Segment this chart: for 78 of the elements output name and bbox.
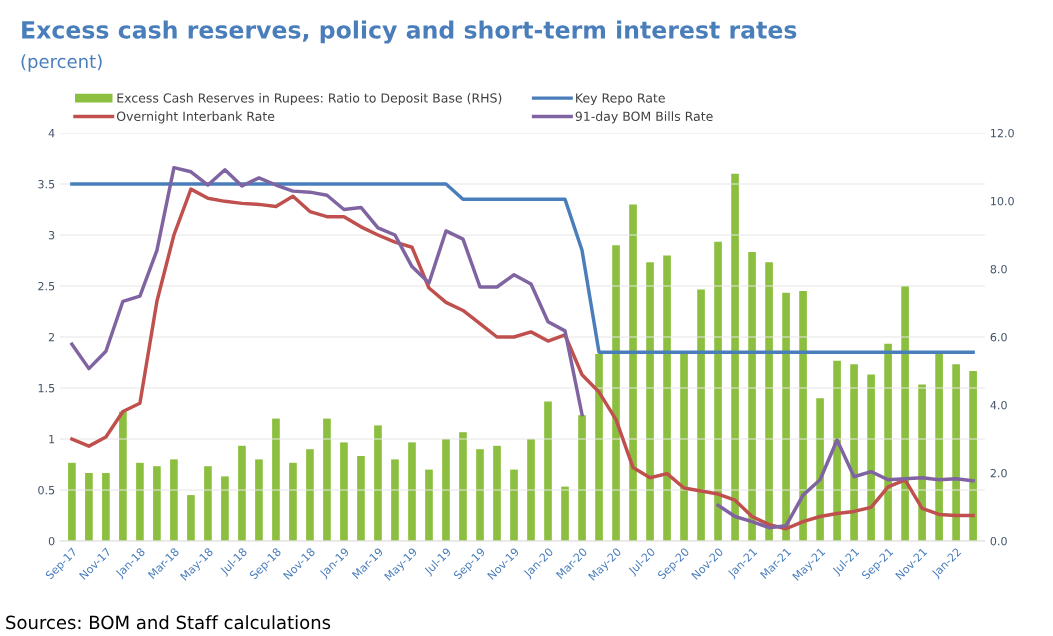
y2-tick-label: 0.0 [990,536,1007,546]
bar [238,445,246,541]
bar [918,384,926,541]
y-tick-label: 0.5 [38,485,55,495]
line-series [70,182,975,355]
bar [714,241,722,541]
bar [221,476,229,541]
y2-tick-label: 6.0 [990,332,1007,342]
bar [884,343,892,541]
bar [850,364,858,541]
bar [527,439,535,541]
source-note: Sources: BOM and Staff calculations [6,615,331,630]
bar [340,442,348,541]
y-tick-label: 3.5 [38,179,55,189]
bar [119,411,127,541]
bar [476,449,484,541]
y-tick-label: 2 [48,332,55,342]
y2-tick-label: 12.0 [991,128,1014,138]
legend-label: Overnight Interbank Rate [116,111,275,124]
bar [731,173,739,541]
bar [561,486,569,541]
bar [765,262,773,541]
y-tick-label: 1 [49,435,55,444]
bar [408,442,416,541]
bar [153,466,161,541]
bar [510,469,518,541]
bar [204,466,212,541]
bar [646,262,654,541]
bar [374,425,382,541]
bar [748,252,756,541]
bar [612,245,620,541]
bar [187,495,195,541]
bar [493,445,501,541]
chart-title: Excess cash reserves, policy and short-term interest rates [22,20,797,44]
bar [102,473,110,541]
bar [697,289,705,541]
bar [68,462,76,541]
bar [442,439,450,541]
y-tick-label: 1.5 [38,384,55,393]
bar [935,354,943,541]
y2-tick-label: 10.0 [991,196,1014,206]
y-tick-label: 4 [48,129,55,138]
bar [255,459,263,541]
y2-tick-label: 8.0 [990,264,1007,274]
bar [833,360,841,541]
bar [391,459,399,541]
y2-tick-label: 4.0 [990,400,1007,410]
bar [578,415,586,541]
bar [459,432,467,541]
bar [867,374,875,541]
bar [425,469,433,541]
bar [544,401,552,541]
bar [663,255,671,541]
bar [901,286,909,541]
bar [969,371,977,541]
bar [816,398,824,541]
bar [952,364,960,541]
chart-subtitle: (percent) [21,54,102,72]
y-tick-label: 3 [48,230,55,240]
legend-label: Key Repo Rate [576,93,665,106]
bar [799,291,807,541]
bar [170,459,178,541]
y2-tick-label: 2.0 [990,468,1007,478]
bar [323,418,331,541]
bar [289,462,297,541]
bar [85,473,93,541]
bar [272,418,280,541]
bar [782,292,790,541]
bar [357,456,365,541]
legend-label: Excess Cash Reserves in Rupees: Ratio to Deposit Base (RHS) [117,93,502,106]
bar [306,449,314,541]
legend-label: 91-day BOM Bills Rate [575,111,713,124]
bar [595,354,603,541]
bar [629,204,637,541]
y-tick-label: 0 [48,536,55,546]
bar [680,354,688,541]
y-tick-label: 2.5 [38,281,55,291]
bar [136,462,144,541]
